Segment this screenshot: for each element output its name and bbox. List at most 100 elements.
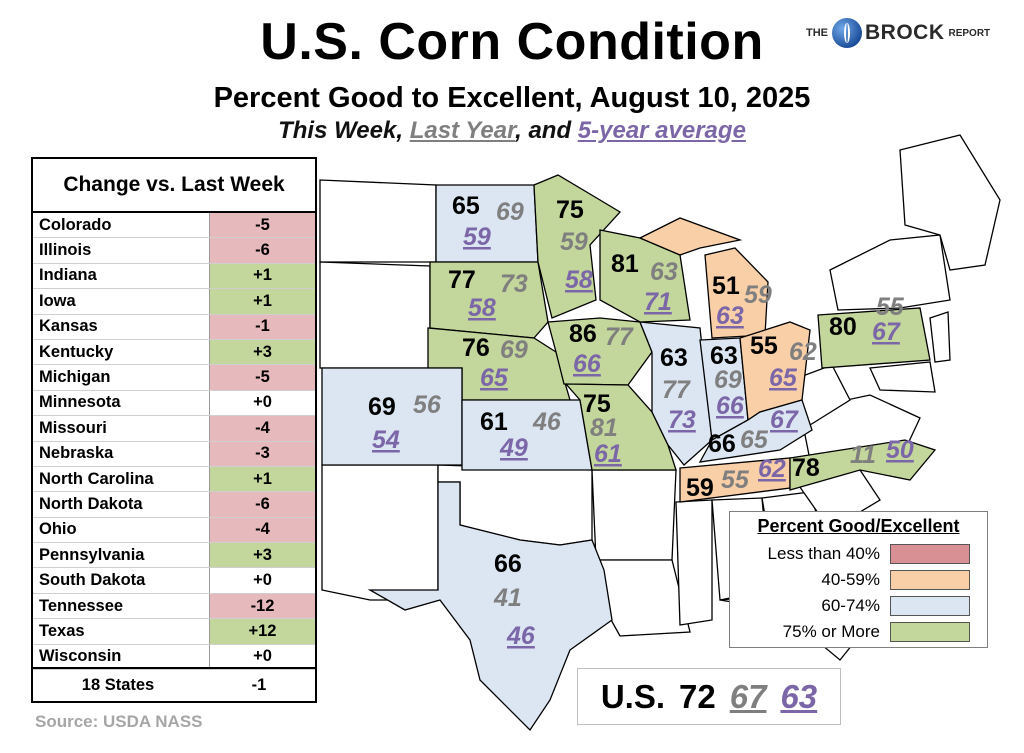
michigan-last: 59 bbox=[744, 281, 772, 309]
row-state: Illinois bbox=[39, 241, 92, 260]
wisconsin-last: 63 bbox=[650, 258, 678, 286]
iowa-this: 86 bbox=[569, 320, 597, 348]
table-row: North Carolina +1 bbox=[33, 466, 315, 493]
color-key-label: 75% or More bbox=[782, 622, 880, 641]
color-key-row: Less than 40% bbox=[730, 541, 987, 567]
row-change: -5 bbox=[209, 213, 315, 238]
table-row: Nebraska -3 bbox=[33, 441, 315, 467]
iowa-shape bbox=[547, 317, 653, 386]
row-change: +0 bbox=[209, 568, 315, 593]
row-state: Indiana bbox=[39, 266, 97, 285]
illinois-this: 63 bbox=[660, 344, 688, 372]
wisconsin-avg: 71 bbox=[644, 288, 672, 316]
minnesota-this: 75 bbox=[556, 196, 584, 224]
missouri-this: 75 bbox=[583, 390, 611, 418]
row-state: Texas bbox=[39, 621, 85, 640]
row-state: Pennsylvania bbox=[39, 545, 145, 564]
row-state: Missouri bbox=[39, 418, 107, 437]
table-row: Tennessee -12 bbox=[33, 593, 315, 620]
tennessee-avg: 62 bbox=[758, 455, 786, 483]
color-key-title: Percent Good/Excellent bbox=[757, 516, 960, 536]
texas-shape bbox=[367, 481, 613, 732]
row-state: Iowa bbox=[39, 291, 76, 310]
brock-report-logo: THE BROCK REPORT bbox=[806, 16, 1006, 50]
table-row: Kansas -1 bbox=[33, 314, 315, 340]
row-state: Wisconsin bbox=[39, 647, 122, 666]
color-key-row: 75% or More bbox=[730, 619, 987, 645]
row-state: South Dakota bbox=[39, 571, 146, 590]
row-state: North Carolina bbox=[39, 469, 154, 488]
change-vs-last-week-table: Change vs. Last Week Colorado -5 Illinois -… bbox=[31, 157, 317, 703]
south-dakota-avg: 58 bbox=[468, 294, 496, 322]
pennsylvania-shape bbox=[817, 307, 931, 369]
table-row: Kentucky +3 bbox=[33, 339, 315, 366]
south-dakota-this: 77 bbox=[448, 266, 476, 294]
indiana-last: 69 bbox=[714, 366, 742, 394]
row-state: Kentucky bbox=[39, 342, 114, 361]
color-key-swatch bbox=[890, 622, 970, 642]
page-title: U.S. Corn Condition bbox=[260, 13, 764, 71]
south-dakota-last: 73 bbox=[500, 270, 528, 298]
north-dakota-this: 65 bbox=[452, 192, 480, 220]
north-carolina-avg: 50 bbox=[886, 436, 914, 464]
kentucky-last: 65 bbox=[740, 426, 769, 454]
table-row: Michigan -5 bbox=[33, 365, 315, 391]
color-key-label: 40-59% bbox=[821, 570, 880, 589]
us-five-year-avg: 63 bbox=[780, 677, 818, 715]
north-dakota-last: 69 bbox=[496, 198, 524, 226]
kansas-this: 61 bbox=[480, 408, 508, 436]
row-change: -6 bbox=[209, 492, 315, 517]
color-key-swatch bbox=[890, 544, 970, 564]
ohio-last: 62 bbox=[789, 338, 817, 366]
indiana-avg: 66 bbox=[716, 392, 745, 420]
upper-michigan-shape bbox=[638, 217, 743, 256]
minnesota-avg: 58 bbox=[565, 266, 593, 294]
row-state: Colorado bbox=[39, 215, 112, 234]
missouri-shape bbox=[564, 383, 677, 471]
us-label: U.S. bbox=[600, 677, 666, 715]
missouri-avg: 61 bbox=[594, 440, 622, 468]
north-carolina-this: 78 bbox=[792, 454, 820, 482]
iowa-last: 77 bbox=[605, 323, 634, 351]
legend-this-week: This Week bbox=[278, 117, 397, 144]
wisconsin-this: 81 bbox=[611, 250, 639, 278]
row-state: Michigan bbox=[39, 368, 111, 387]
missouri-last: 81 bbox=[590, 414, 618, 442]
row-change: -1 bbox=[209, 314, 315, 339]
change-table-total-row: 18 States -1 bbox=[33, 667, 315, 701]
row-state: Ohio bbox=[39, 520, 77, 539]
series-legend: This Week, Last Year, and 5-year average bbox=[0, 117, 1024, 145]
row-state: Kansas bbox=[39, 317, 98, 336]
texas-last: 41 bbox=[493, 584, 522, 612]
logo-brand: BROCK bbox=[865, 21, 945, 44]
legend-last-year: Last Year bbox=[409, 117, 516, 144]
total-label: 18 States bbox=[81, 675, 155, 694]
kentucky-shape bbox=[698, 399, 813, 463]
row-change: +1 bbox=[209, 289, 315, 314]
row-change: +0 bbox=[209, 644, 315, 670]
pennsylvania-avg: 67 bbox=[872, 318, 901, 346]
north-carolina-shape bbox=[789, 439, 937, 491]
logo-report: REPORT bbox=[948, 27, 991, 39]
us-this-week: 72 bbox=[679, 677, 716, 715]
color-key-label: Less than 40% bbox=[767, 544, 880, 563]
indiana-this: 63 bbox=[710, 342, 738, 370]
nebraska-avg: 65 bbox=[480, 364, 509, 392]
texas-this: 66 bbox=[494, 550, 522, 578]
globe-icon bbox=[832, 18, 862, 48]
kentucky-this: 66 bbox=[708, 430, 736, 458]
table-row: Ohio -4 bbox=[33, 517, 315, 544]
table-row: Minnesota +0 bbox=[33, 390, 315, 417]
new-york-outline bbox=[829, 234, 951, 311]
colorado-avg: 54 bbox=[372, 426, 400, 454]
kansas-avg: 49 bbox=[499, 434, 528, 462]
texas-avg: 46 bbox=[506, 622, 536, 650]
color-key-swatch bbox=[890, 596, 970, 616]
change-table-rows: Colorado -5 Illinois -6 Indiana +1 Iowa +1 Kansa… bbox=[33, 213, 315, 671]
michigan-avg: 63 bbox=[716, 302, 744, 330]
change-table-title: Change vs. Last Week bbox=[33, 159, 315, 213]
tennessee-this: 59 bbox=[686, 474, 714, 502]
pennsylvania-this: 80 bbox=[829, 313, 857, 341]
north-carolina-last: 11 bbox=[850, 441, 876, 469]
row-change: -3 bbox=[209, 441, 315, 466]
